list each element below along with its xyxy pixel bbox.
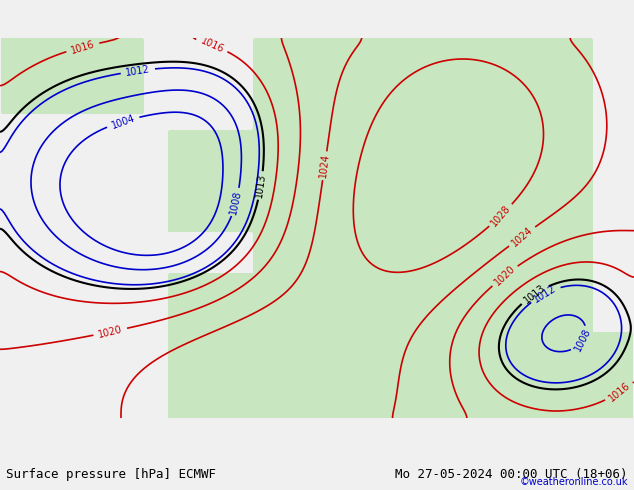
Text: 1020: 1020: [97, 324, 124, 340]
Text: 1008: 1008: [228, 189, 243, 215]
Text: 1024: 1024: [318, 153, 331, 178]
Text: 1012: 1012: [532, 283, 558, 304]
Text: 1016: 1016: [607, 380, 632, 403]
Text: 1004: 1004: [110, 113, 136, 130]
Text: 1013: 1013: [254, 172, 268, 198]
Text: Surface pressure [hPa] ECMWF: Surface pressure [hPa] ECMWF: [6, 467, 216, 481]
Text: 1013: 1013: [522, 283, 547, 306]
Text: 1028: 1028: [489, 203, 513, 228]
Text: 1020: 1020: [492, 264, 517, 288]
Text: Mo 27-05-2024 00:00 UTC (18+06): Mo 27-05-2024 00:00 UTC (18+06): [395, 467, 628, 481]
Text: 1024: 1024: [510, 224, 534, 248]
Text: 1012: 1012: [125, 64, 151, 78]
Text: 1016: 1016: [70, 39, 96, 55]
Text: 1008: 1008: [573, 326, 593, 353]
Text: 1016: 1016: [199, 36, 225, 55]
Text: ©weatheronline.co.uk: ©weatheronline.co.uk: [519, 477, 628, 487]
